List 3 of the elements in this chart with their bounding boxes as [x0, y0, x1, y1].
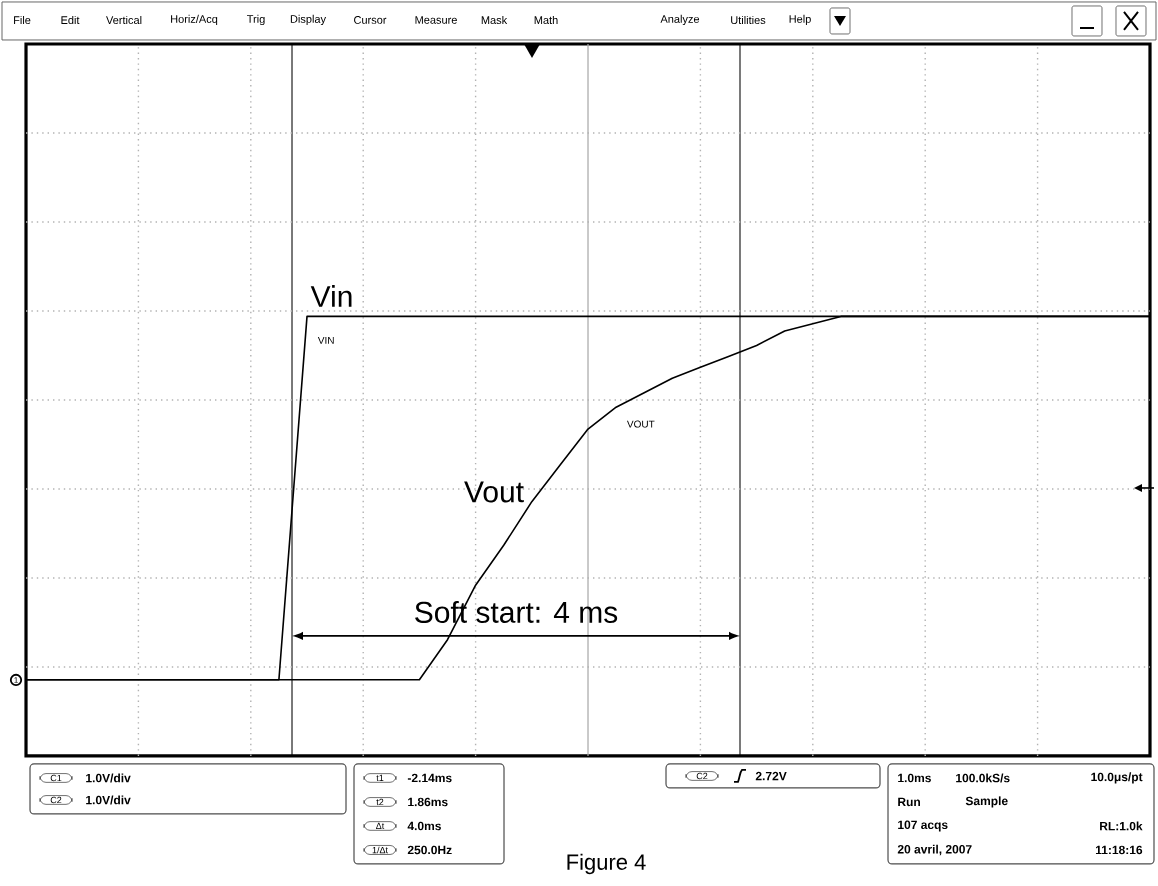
caption: Figure 4	[567, 853, 646, 875]
annotation: Vout	[464, 481, 524, 503]
text: Vin	[310, 285, 352, 307]
